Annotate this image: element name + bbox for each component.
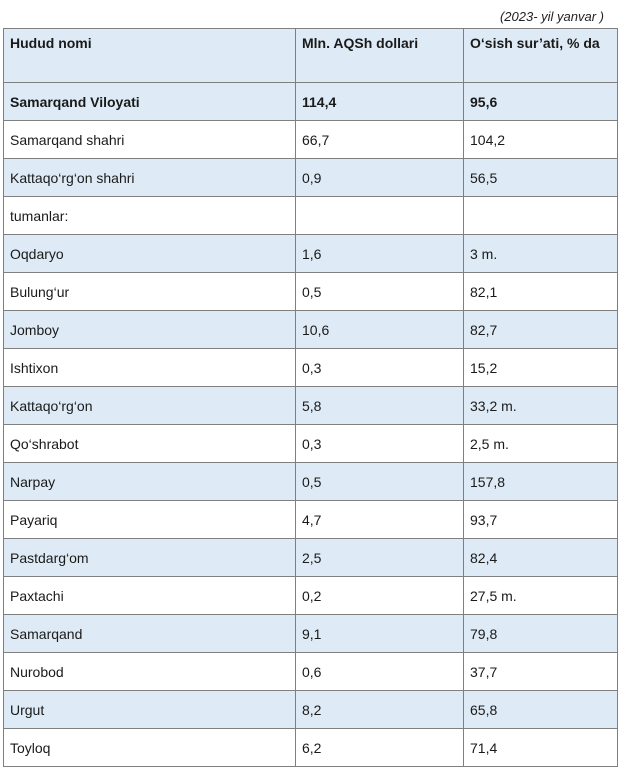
table-row: tumanlar: (3, 196, 618, 235)
value-cell: 114,4 (295, 82, 464, 121)
table-row: Kattaqo‘rg‘on shahri 0,9 56,5 (3, 158, 618, 197)
growth-cell: 104,2 (463, 120, 618, 159)
growth-cell: 33,2 m. (463, 386, 618, 425)
growth-cell: 65,8 (463, 690, 618, 729)
growth-cell: 93,7 (463, 500, 618, 539)
growth-cell: 82,7 (463, 310, 618, 349)
region-name: Pastdarg‘om (3, 538, 296, 577)
value-cell: 9,1 (295, 614, 464, 653)
growth-cell (463, 196, 618, 235)
table-row: Jomboy 10,6 82,7 (3, 310, 618, 349)
section-label: tumanlar: (3, 196, 296, 235)
region-name: Samarqand Viloyati (3, 82, 296, 121)
region-name: Jomboy (3, 310, 296, 349)
value-cell: 0,3 (295, 424, 464, 463)
table-row: Samarqand Viloyati 114,4 95,6 (3, 82, 618, 121)
region-name: Narpay (3, 462, 296, 501)
value-cell (295, 196, 464, 235)
table-row: Bulung‘ur 0,5 82,1 (3, 272, 618, 311)
column-header-growth: O‘sish sur’ati, % da (463, 28, 618, 83)
growth-cell: 157,8 (463, 462, 618, 501)
region-name: Ishtixon (3, 348, 296, 387)
value-cell: 8,2 (295, 690, 464, 729)
table-row: Oqdaryo 1,6 3 m. (3, 234, 618, 273)
table-row: Samarqand shahri 66,7 104,2 (3, 120, 618, 159)
value-cell: 5,8 (295, 386, 464, 425)
value-cell: 2,5 (295, 538, 464, 577)
table-row: Narpay 0,5 157,8 (3, 462, 618, 501)
value-cell: 66,7 (295, 120, 464, 159)
region-name: Paxtachi (3, 576, 296, 615)
growth-cell: 3 m. (463, 234, 618, 273)
region-name: Samarqand shahri (3, 120, 296, 159)
table-row: Pastdarg‘om 2,5 82,4 (3, 538, 618, 577)
table-row: Paxtachi 0,2 27,5 m. (3, 576, 618, 615)
table-row: Ishtixon 0,3 15,2 (3, 348, 618, 387)
value-cell: 0,9 (295, 158, 464, 197)
region-name: Kattaqo‘rg‘on shahri (3, 158, 296, 197)
growth-cell: 27,5 m. (463, 576, 618, 615)
region-name: Urgut (3, 690, 296, 729)
value-cell: 1,6 (295, 234, 464, 273)
region-name: Samarqand (3, 614, 296, 653)
growth-cell: 56,5 (463, 158, 618, 197)
growth-cell: 2,5 m. (463, 424, 618, 463)
table-row: Qo‘shrabot 0,3 2,5 m. (3, 424, 618, 463)
value-cell: 0,5 (295, 272, 464, 311)
data-table: Hudud nomi Mln. AQSh dollari O‘sish sur’… (3, 28, 618, 767)
column-header-region: Hudud nomi (3, 28, 296, 83)
growth-cell: 71,4 (463, 728, 618, 767)
region-name: Payariq (3, 500, 296, 539)
growth-cell: 37,7 (463, 652, 618, 691)
table-row: Toyloq 6,2 71,4 (3, 728, 618, 767)
growth-cell: 82,1 (463, 272, 618, 311)
table-header-row: Hudud nomi Mln. AQSh dollari O‘sish sur’… (3, 28, 618, 83)
growth-cell: 82,4 (463, 538, 618, 577)
column-header-value: Mln. AQSh dollari (295, 28, 464, 83)
region-name: Nurobod (3, 652, 296, 691)
growth-cell: 95,6 (463, 82, 618, 121)
region-name: Oqdaryo (3, 234, 296, 273)
growth-cell: 15,2 (463, 348, 618, 387)
value-cell: 4,7 (295, 500, 464, 539)
table-row: Kattaqo‘rg‘on 5,8 33,2 m. (3, 386, 618, 425)
table-row: Samarqand 9,1 79,8 (3, 614, 618, 653)
value-cell: 0,3 (295, 348, 464, 387)
region-name: Toyloq (3, 728, 296, 767)
table-row: Urgut 8,2 65,8 (3, 690, 618, 729)
value-cell: 10,6 (295, 310, 464, 349)
growth-cell: 79,8 (463, 614, 618, 653)
value-cell: 6,2 (295, 728, 464, 767)
table-row: Nurobod 0,6 37,7 (3, 652, 618, 691)
table-row: Payariq 4,7 93,7 (3, 500, 618, 539)
region-name: Qo‘shrabot (3, 424, 296, 463)
value-cell: 0,5 (295, 462, 464, 501)
region-name: Bulung‘ur (3, 272, 296, 311)
region-name: Kattaqo‘rg‘on (3, 386, 296, 425)
date-note: (2023- yil yanvar ) (499, 9, 604, 24)
value-cell: 0,2 (295, 576, 464, 615)
value-cell: 0,6 (295, 652, 464, 691)
